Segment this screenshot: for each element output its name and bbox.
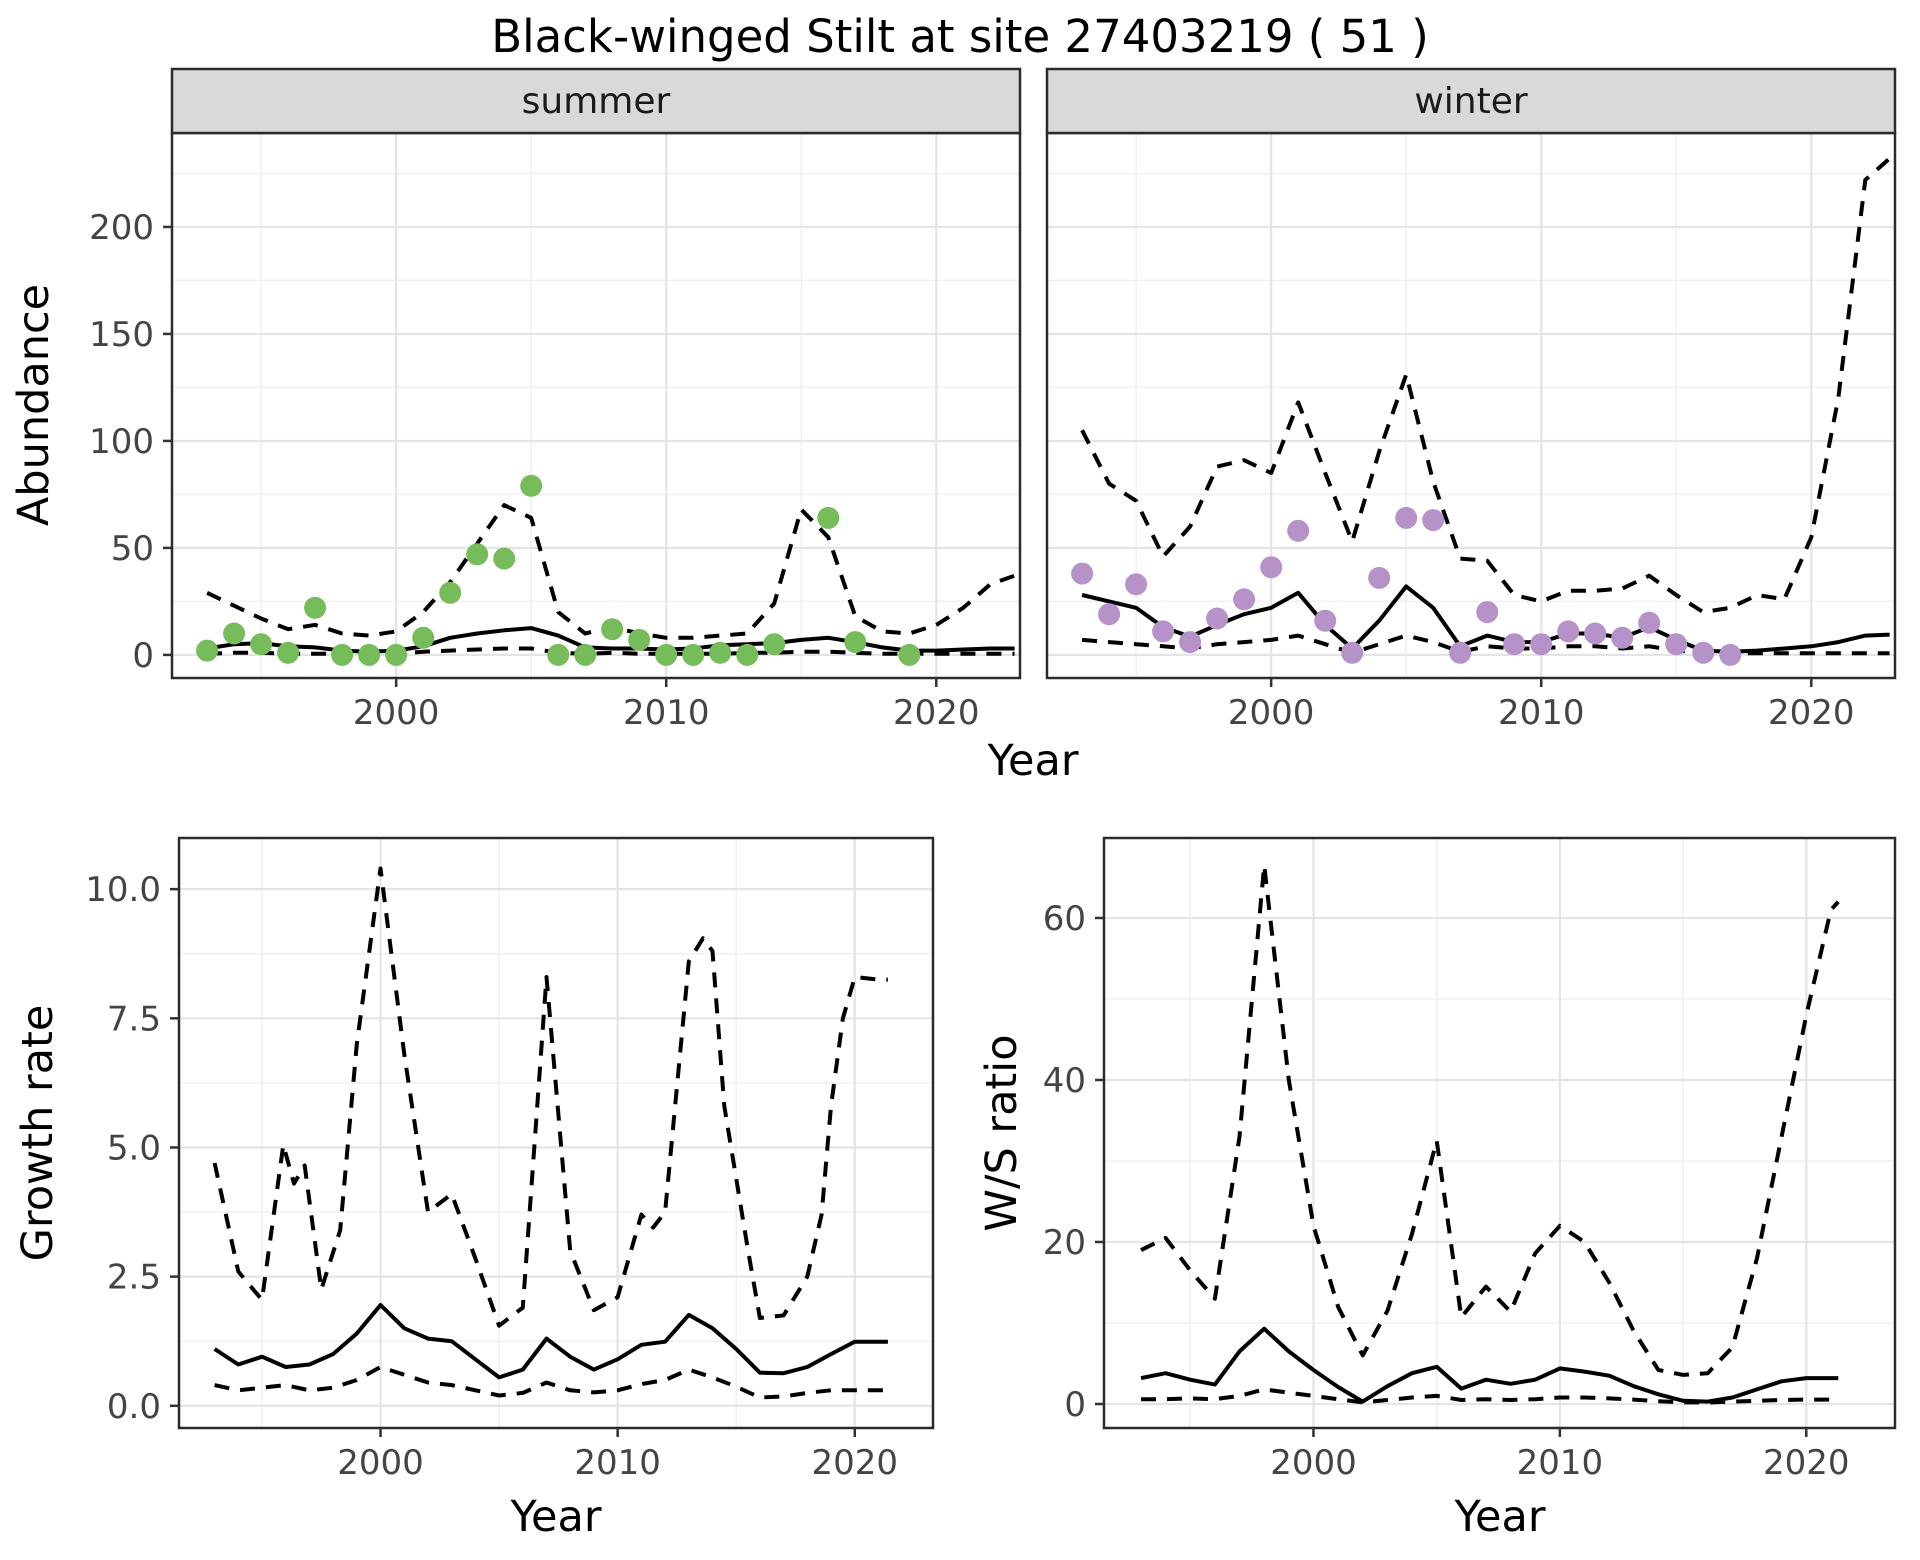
series xyxy=(196,474,1016,666)
facet-strip xyxy=(170,67,1022,135)
panel-background xyxy=(1047,133,1895,678)
svg-text:10.0: 10.0 xyxy=(85,870,161,910)
panel-ws_ratio: 2000 2010 2020 0 20 40 60 xyxy=(1043,836,1897,1483)
chart-title: Black-winged Stilt at site 27403219 ( 51… xyxy=(491,10,1429,63)
line-mean xyxy=(213,1303,888,1380)
gridlines xyxy=(179,838,933,1428)
svg-text:2000: 2000 xyxy=(1228,693,1315,733)
panel-abundance_summer: 2000 2010 2020 0 50 100 150 200 xyxy=(89,67,1022,733)
svg-text:2000: 2000 xyxy=(337,1443,424,1483)
panel-border xyxy=(1102,836,1897,1430)
y-axis-title-ws-ratio: W/S ratio xyxy=(977,1034,1027,1232)
line-lower_ci xyxy=(214,1365,888,1400)
svg-text:150: 150 xyxy=(89,315,154,355)
axis: 2000 2010 2020 0 20 40 60 xyxy=(1043,899,1850,1483)
axis: 2000 2010 2020 0 50 100 150 200 xyxy=(89,208,979,733)
series xyxy=(1071,156,1891,666)
svg-text:0: 0 xyxy=(1064,1385,1086,1425)
svg-text:40: 40 xyxy=(1043,1061,1086,1101)
svg-text:0: 0 xyxy=(132,636,154,676)
line-lower_ci xyxy=(1081,633,1890,656)
series xyxy=(212,866,888,1400)
svg-text:2010: 2010 xyxy=(1517,1443,1604,1483)
y-axis-title-abundance: Abundance xyxy=(9,283,59,527)
svg-text:0.0: 0.0 xyxy=(107,1387,161,1427)
facet-strip-label-winter: winter xyxy=(1414,80,1528,122)
observed-points xyxy=(1071,506,1742,666)
panel-growth_rate: 2000 2010 2020 0.0 2.5 5.0 7.5 10.0 xyxy=(85,836,935,1483)
gridlines xyxy=(1104,838,1895,1428)
svg-text:200: 200 xyxy=(89,208,154,248)
x-axis-title-year-top: Year xyxy=(987,736,1079,786)
svg-text:2010: 2010 xyxy=(623,693,710,733)
line-mean xyxy=(1140,1326,1839,1404)
line-upper_ci xyxy=(1140,863,1840,1377)
svg-text:2000: 2000 xyxy=(1270,1443,1357,1483)
axis: 2000 2010 2020 0.0 2.5 5.0 7.5 10.0 xyxy=(85,870,898,1483)
svg-text:60: 60 xyxy=(1043,899,1086,939)
svg-text:2020: 2020 xyxy=(1768,693,1855,733)
svg-text:2010: 2010 xyxy=(1498,693,1585,733)
panel-background xyxy=(179,838,933,1428)
axis: 2000 2010 2020 xyxy=(1228,678,1855,733)
svg-text:2.5: 2.5 xyxy=(107,1258,161,1298)
line-upper_ci xyxy=(1080,156,1891,615)
facet-strip xyxy=(1045,67,1897,135)
svg-text:2020: 2020 xyxy=(1763,1443,1850,1483)
panel-abundance_winter: 2000 2010 2020 xyxy=(1045,67,1897,733)
svg-text:5.0: 5.0 xyxy=(107,1128,161,1168)
x-axis-title-year-bottom-right: Year xyxy=(1454,1492,1546,1542)
facet-strip-label-summer: summer xyxy=(521,80,671,122)
svg-text:20: 20 xyxy=(1043,1223,1086,1263)
svg-text:100: 100 xyxy=(89,422,154,462)
panel-background xyxy=(172,133,1020,678)
observed-points xyxy=(196,474,921,666)
panel-background xyxy=(1104,838,1895,1428)
svg-text:2000: 2000 xyxy=(353,693,440,733)
x-axis-title-year-bottom-left: Year xyxy=(510,1492,602,1542)
svg-text:2020: 2020 xyxy=(811,1443,898,1483)
svg-text:50: 50 xyxy=(111,529,154,569)
svg-text:2020: 2020 xyxy=(893,693,980,733)
panel-border xyxy=(177,836,935,1430)
line-lower_ci xyxy=(1141,1387,1839,1405)
series xyxy=(1140,863,1840,1405)
y-axis-title-growth-rate: Growth rate xyxy=(13,1004,63,1262)
svg-text:2010: 2010 xyxy=(574,1443,661,1483)
svg-text:7.5: 7.5 xyxy=(107,999,161,1039)
line-upper_ci xyxy=(212,866,888,1328)
